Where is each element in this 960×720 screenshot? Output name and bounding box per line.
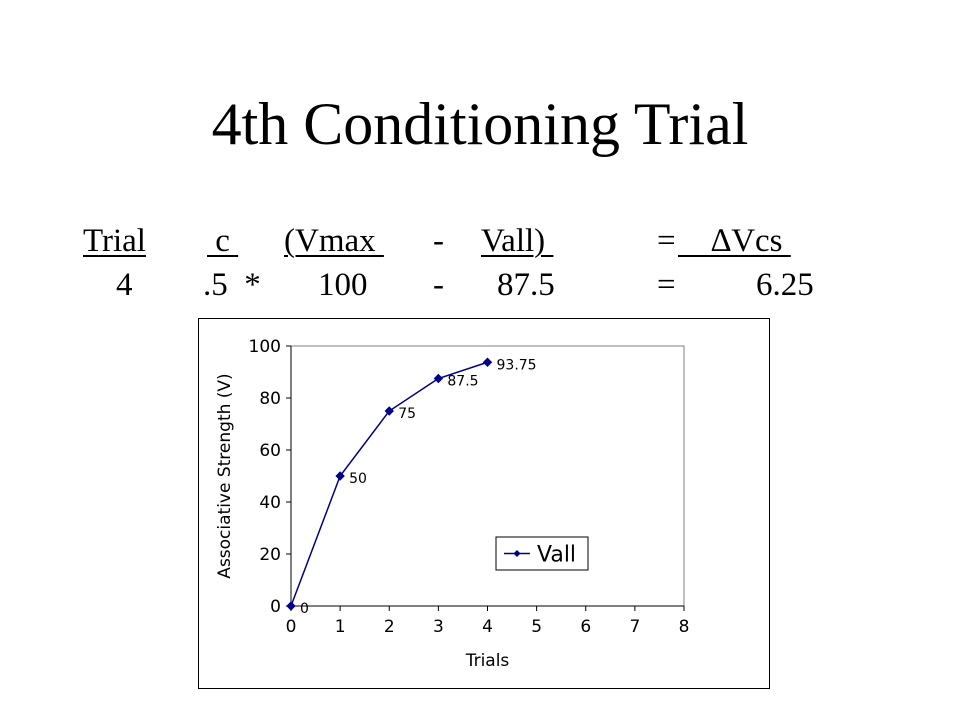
x-tick-label: 4 <box>482 617 493 637</box>
equation-value-delta-vcs: 6.25 <box>756 267 814 303</box>
y-tick-label: 40 <box>259 493 281 513</box>
y-tick-label: 80 <box>259 389 281 409</box>
data-label: 0 <box>300 601 309 617</box>
equation-header-equals: = <box>657 223 676 259</box>
data-label: 87.5 <box>447 374 478 390</box>
data-point <box>482 357 493 367</box>
data-point <box>335 471 345 481</box>
y-tick-label: 100 <box>249 337 281 357</box>
equation-value-vmax: 100 <box>318 267 368 303</box>
legend-label: Vall <box>537 543 576 568</box>
equation-header-delta-vcs: ∆Vcs <box>678 223 791 259</box>
data-point <box>384 406 394 416</box>
y-tick-label: 0 <box>270 597 281 617</box>
axes: 0 20 40 60 80 100 0 1 2 3 4 5 6 7 8 Trials Associative S… <box>215 337 689 671</box>
x-tick-label: 3 <box>433 617 444 637</box>
equation-header-minus: - <box>433 223 444 259</box>
chart-frame: 0 20 40 60 80 100 0 1 2 3 4 5 6 7 8 Trials Associative S… <box>198 318 770 689</box>
x-tick-label: 2 <box>384 617 395 637</box>
data-point <box>286 601 296 611</box>
y-axis-title: Associative Strength (V) <box>215 373 235 578</box>
y-tick-label: 60 <box>259 441 281 461</box>
slide-title: 4th Conditioning Trial <box>211 91 749 157</box>
equation-value-vall: 87.5 <box>497 267 555 303</box>
line-chart: 0 20 40 60 80 100 0 1 2 3 4 5 6 7 8 Trials Associative S… <box>215 337 689 671</box>
series-line-vall <box>290 361 488 607</box>
data-point <box>433 373 444 384</box>
equation-header-vmax: (Vmax <box>284 223 384 259</box>
equation-header-trial: Trial <box>83 223 146 259</box>
data-label: 75 <box>398 406 416 422</box>
data-label: 50 <box>349 471 367 487</box>
legend: Vall <box>495 536 589 571</box>
x-tick-label: 7 <box>629 617 640 637</box>
y-tick-label: 20 <box>259 545 281 565</box>
x-tick-label: 6 <box>580 617 591 637</box>
equation-header-c: c <box>207 223 239 259</box>
x-tick-label: 1 <box>335 617 346 637</box>
x-tick-label: 0 <box>286 617 297 637</box>
equation-value-minus: - <box>433 267 444 303</box>
equation-header-vall: Vall) <box>481 223 554 259</box>
x-tick-label: 8 <box>679 617 690 637</box>
data-label: 93.75 <box>497 357 537 373</box>
x-tick-label: 5 <box>531 617 542 637</box>
equation-value-c-times: .5 * <box>203 267 261 303</box>
legend-swatch-marker <box>513 550 521 557</box>
equation-value-trial: 4 <box>116 267 133 303</box>
x-axis-title: Trials <box>465 651 510 671</box>
series-layer: 0 50 75 87.5 93.75 <box>286 357 537 617</box>
equation-value-equals: = <box>657 267 676 303</box>
